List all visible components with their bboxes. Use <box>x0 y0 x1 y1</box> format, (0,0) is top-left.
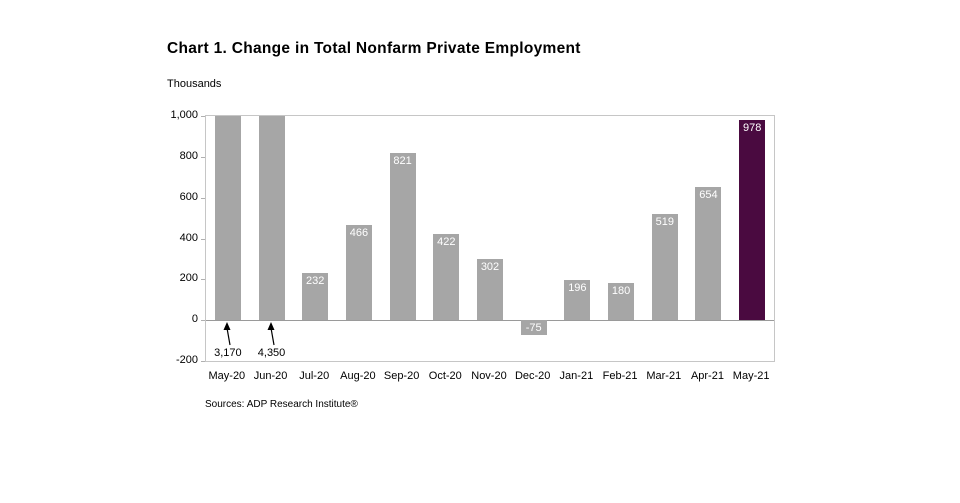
y-axis: 1,000 800 600 400 200 0 -200 <box>148 109 198 366</box>
bar-Jul-20 <box>302 272 329 321</box>
bar-value-label: 180 <box>611 285 631 298</box>
bar-Apr-21 <box>695 186 722 321</box>
bar-Dec-20 <box>520 320 547 336</box>
y-axis-tick-mark <box>201 238 205 240</box>
y-axis-tick-label: 800 <box>179 149 198 162</box>
y-axis-tick-label: -200 <box>175 354 198 366</box>
bar-Aug-20 <box>345 225 372 321</box>
bar-value-label: 519 <box>655 216 674 229</box>
y-axis-tick-mark <box>201 197 205 199</box>
y-axis-tick-mark <box>201 116 205 117</box>
clipped-bar-arrow <box>265 322 279 351</box>
y-axis-tick-mark <box>201 156 205 158</box>
x-axis-label: Jan-21 <box>559 370 594 382</box>
bar-value-label: 232 <box>306 274 325 287</box>
bar-value-label: 821 <box>393 154 412 167</box>
x-axis-label: May-20 <box>208 370 246 382</box>
clipped-bar-value-label: 4,350 <box>257 347 286 360</box>
x-axis-label: Mar-21 <box>646 370 682 382</box>
x-axis-label: May-21 <box>732 370 770 382</box>
bar-May-20 <box>214 116 241 321</box>
source-note: Sources: ADP Research Institute® <box>205 399 358 410</box>
y-axis-tick-label: 600 <box>179 190 198 203</box>
plot-area: 3,170 4,350 232 466 821 422 302 -75 196 180 519 654… <box>201 115 775 362</box>
x-axis-label: Feb-21 <box>602 370 638 382</box>
bar-Feb-21 <box>608 283 635 321</box>
x-axis-label: Sep-20 <box>383 370 420 382</box>
x-axis: May-20 Jun-20 Jul-20 Aug-20 Sep-20 Oct-20 Nov-… <box>205 370 775 386</box>
x-axis-label: Dec-20 <box>514 370 551 382</box>
bar-Nov-20 <box>477 258 503 321</box>
x-axis-label: Apr-21 <box>690 370 724 382</box>
x-axis-label: Jun-20 <box>253 370 288 382</box>
x-axis-label: Nov-20 <box>471 370 507 382</box>
bar-value-label: 302 <box>480 260 500 273</box>
bar-Oct-20 <box>433 234 460 321</box>
bar-value-label: 422 <box>437 236 456 248</box>
y-axis-tick-mark <box>201 279 205 281</box>
y-axis-unit-label: Thousands <box>167 78 222 90</box>
bar-value-label: 196 <box>568 282 587 295</box>
y-axis-tick-mark <box>201 320 205 322</box>
x-axis-label: Oct-20 <box>428 370 462 382</box>
y-axis-tick-label: 1,000 <box>170 109 198 121</box>
x-axis-label: Jul-20 <box>299 370 330 382</box>
clipped-bar-arrow <box>221 322 235 351</box>
zero-axis-line <box>206 320 774 322</box>
bar-value-label: 978 <box>742 122 762 135</box>
clipped-bar-value-label: 3,170 <box>214 347 242 360</box>
bar-value-label: 466 <box>349 227 369 240</box>
y-axis-tick-label: 200 <box>179 272 198 285</box>
y-axis-tick-mark <box>201 361 205 362</box>
bar-Sep-20 <box>389 152 416 321</box>
bar-value-label: -75 <box>525 322 542 335</box>
bar-Mar-21 <box>651 214 678 321</box>
bar-value-label: 654 <box>699 188 718 201</box>
y-axis-tick-label: 0 <box>191 313 198 326</box>
bar-Jan-21 <box>564 280 591 321</box>
bar-May-21 <box>739 120 766 321</box>
bar-Jun-20 <box>258 116 285 321</box>
chart-title: Chart 1. Change in Total Nonfarm Private… <box>167 40 581 57</box>
y-axis-tick-label: 400 <box>179 231 198 244</box>
x-axis-label: Aug-20 <box>340 370 376 382</box>
